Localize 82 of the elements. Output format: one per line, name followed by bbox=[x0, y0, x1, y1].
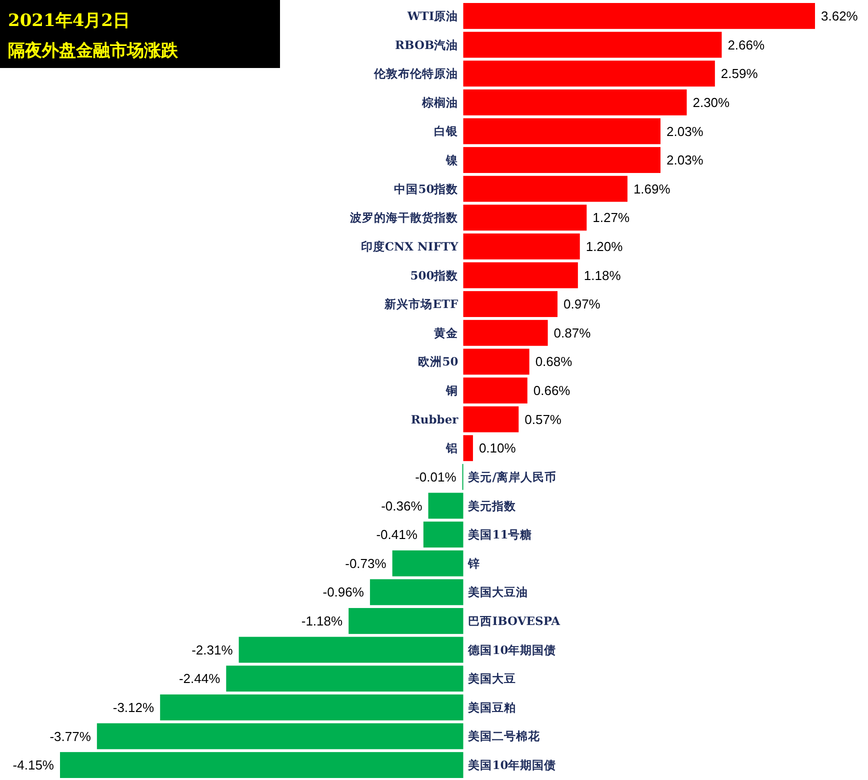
data-label: -0.41% bbox=[376, 527, 418, 542]
bar bbox=[463, 147, 660, 173]
bar bbox=[238, 636, 464, 663]
data-label: 3.62% bbox=[821, 8, 858, 24]
bar bbox=[463, 320, 548, 346]
y-tick-label: 美国11号糖 bbox=[467, 528, 532, 542]
data-label: 1.27% bbox=[592, 210, 630, 226]
data-label: -1.18% bbox=[301, 614, 344, 629]
bar bbox=[160, 694, 464, 720]
y-tick-label: 中国50指数 bbox=[394, 182, 460, 196]
data-label: 0.66% bbox=[533, 383, 571, 398]
y-tick-label: 新兴市场ETF bbox=[384, 297, 460, 312]
y-tick-label: 美国10年期国债 bbox=[467, 758, 556, 772]
bar bbox=[463, 291, 558, 318]
data-label: -0.36% bbox=[381, 498, 423, 514]
bar bbox=[226, 666, 464, 692]
data-label: -2.44% bbox=[178, 671, 221, 686]
y-tick-label: 印度CNX NIFTY bbox=[360, 239, 460, 254]
bar bbox=[463, 32, 722, 58]
bar bbox=[463, 233, 580, 260]
y-tick-label: 铝 bbox=[445, 441, 458, 456]
data-label: 1.18% bbox=[584, 268, 622, 283]
data-label: 0.68% bbox=[535, 354, 573, 370]
text: 隔夜外盘金融市场涨跌 bbox=[8, 41, 179, 61]
bar bbox=[463, 89, 687, 116]
y-tick-label: 黄金 bbox=[433, 326, 458, 340]
data-label: -4.15% bbox=[12, 758, 54, 773]
bar bbox=[463, 118, 660, 144]
bar bbox=[392, 550, 464, 576]
y-tick-label: 棕榈油 bbox=[421, 95, 458, 110]
data-label: 0.97% bbox=[564, 296, 601, 312]
y-tick-label: 波罗的海干散货指数 bbox=[349, 210, 460, 225]
bar bbox=[423, 522, 464, 548]
bar bbox=[463, 378, 528, 404]
data-label: 2.66% bbox=[728, 37, 766, 52]
data-label: -2.31% bbox=[192, 642, 234, 658]
data-label: 1.20% bbox=[586, 239, 624, 254]
bar bbox=[348, 608, 464, 634]
y-tick-label: 美国大豆 bbox=[467, 672, 516, 686]
bar bbox=[428, 492, 464, 519]
bar bbox=[60, 752, 464, 778]
y-tick-label: 500指数 bbox=[410, 268, 460, 282]
bar bbox=[463, 204, 587, 231]
bar bbox=[463, 262, 578, 288]
y-tick-label: 美国大豆油 bbox=[467, 585, 528, 600]
y-tick-label: 锌 bbox=[467, 556, 480, 570]
y-tick-label: WTI原油 bbox=[406, 8, 458, 23]
bar bbox=[370, 579, 464, 606]
data-label: 2.30% bbox=[692, 94, 730, 110]
y-tick-label: 白银 bbox=[434, 124, 460, 138]
data-label: -0.73% bbox=[345, 556, 387, 571]
y-tick-label: 美国豆粕 bbox=[467, 700, 516, 714]
data-label: 2.03% bbox=[666, 124, 704, 139]
y-tick-label: 伦敦布伦特原油 bbox=[373, 66, 458, 81]
data-label: 2.03% bbox=[666, 152, 704, 168]
text: 2021年4月2日 bbox=[8, 11, 130, 31]
y-tick-label: 欧洲50 bbox=[418, 354, 458, 369]
y-tick-label: 美元/离岸人民币 bbox=[467, 470, 556, 484]
y-tick-label: 铜 bbox=[445, 384, 458, 398]
y-tick-label: 德国10年期国债 bbox=[467, 642, 556, 657]
bar bbox=[463, 435, 473, 462]
data-label: -3.77% bbox=[50, 728, 92, 744]
bar bbox=[463, 176, 628, 202]
data-label: 2.59% bbox=[720, 66, 758, 82]
bar bbox=[463, 348, 530, 375]
data-label: -3.12% bbox=[112, 700, 155, 715]
data-label: 0.57% bbox=[524, 412, 562, 427]
y-tick-label: 巴西IBOVESPA bbox=[468, 614, 562, 628]
data-label: 1.69% bbox=[633, 181, 671, 196]
bar bbox=[96, 723, 464, 750]
y-tick-label: Rubber bbox=[410, 412, 460, 426]
data-label: 0.87% bbox=[554, 325, 592, 340]
bar bbox=[463, 60, 715, 87]
bar bbox=[463, 406, 519, 432]
data-label: -0.01% bbox=[415, 469, 457, 484]
y-tick-label: RBOB汽油 bbox=[395, 38, 458, 52]
bar bbox=[463, 3, 815, 29]
y-tick-label: 美元指数 bbox=[467, 498, 518, 513]
data-label: 0.10% bbox=[478, 440, 516, 456]
data-label: -0.96% bbox=[322, 584, 364, 600]
y-tick-label: 美国二号棉花 bbox=[467, 729, 542, 744]
y-tick-label: 镍 bbox=[445, 153, 460, 168]
